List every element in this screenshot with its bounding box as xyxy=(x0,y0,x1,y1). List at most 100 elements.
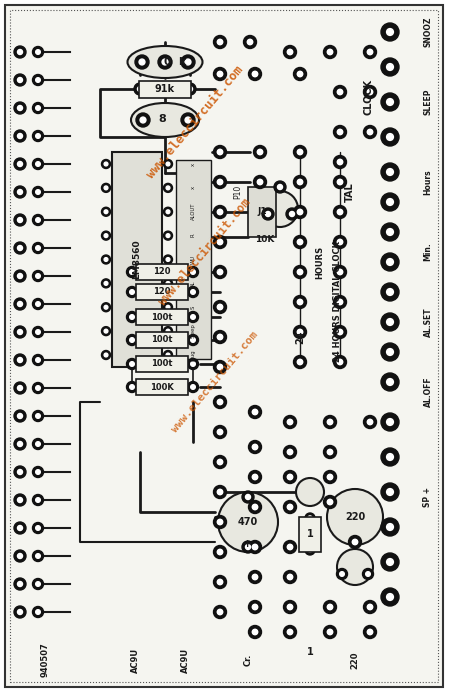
Circle shape xyxy=(287,49,293,55)
Text: 1: 1 xyxy=(306,529,313,539)
Circle shape xyxy=(381,163,399,181)
Circle shape xyxy=(286,208,298,220)
Circle shape xyxy=(252,574,258,580)
Circle shape xyxy=(163,255,172,264)
Text: R: R xyxy=(190,234,195,237)
Circle shape xyxy=(252,629,258,635)
Circle shape xyxy=(32,495,44,505)
Circle shape xyxy=(248,406,261,419)
Circle shape xyxy=(293,206,306,219)
Circle shape xyxy=(381,518,399,536)
Text: S: S xyxy=(190,306,195,309)
Circle shape xyxy=(217,334,223,340)
Circle shape xyxy=(381,313,399,331)
Circle shape xyxy=(32,242,44,253)
Circle shape xyxy=(32,271,44,282)
Circle shape xyxy=(364,86,377,98)
Circle shape xyxy=(213,266,226,278)
Circle shape xyxy=(297,239,303,245)
Circle shape xyxy=(217,609,223,614)
Circle shape xyxy=(18,50,22,55)
Circle shape xyxy=(191,270,195,274)
Circle shape xyxy=(305,513,315,523)
Circle shape xyxy=(32,46,44,57)
Circle shape xyxy=(287,629,293,635)
Circle shape xyxy=(252,444,258,450)
Circle shape xyxy=(217,429,223,435)
Circle shape xyxy=(337,569,347,579)
Bar xyxy=(299,516,321,552)
Circle shape xyxy=(32,298,44,309)
Circle shape xyxy=(188,334,198,345)
Circle shape xyxy=(32,383,44,394)
Circle shape xyxy=(130,270,134,274)
Text: x: x xyxy=(190,186,195,190)
Circle shape xyxy=(14,494,26,506)
Circle shape xyxy=(278,185,283,190)
Circle shape xyxy=(18,385,22,390)
Circle shape xyxy=(252,504,258,510)
Text: AL.SET: AL.SET xyxy=(423,307,432,337)
Circle shape xyxy=(188,311,198,322)
Text: www.eleccircuit.com: www.eleccircuit.com xyxy=(170,329,260,435)
Circle shape xyxy=(284,471,297,484)
Circle shape xyxy=(287,419,293,425)
Circle shape xyxy=(126,266,138,277)
Circle shape xyxy=(333,356,346,369)
Circle shape xyxy=(387,228,393,235)
Circle shape xyxy=(36,218,40,222)
Circle shape xyxy=(218,492,278,552)
Circle shape xyxy=(213,235,226,248)
Bar xyxy=(136,356,188,372)
Circle shape xyxy=(32,522,44,534)
Circle shape xyxy=(166,282,170,285)
Circle shape xyxy=(337,299,343,304)
Text: 470: 470 xyxy=(238,517,258,527)
Circle shape xyxy=(213,396,226,408)
Circle shape xyxy=(284,446,297,459)
Circle shape xyxy=(166,329,170,333)
Circle shape xyxy=(287,449,293,455)
Circle shape xyxy=(102,255,111,264)
Circle shape xyxy=(163,303,172,312)
Circle shape xyxy=(297,269,303,275)
Circle shape xyxy=(217,364,223,370)
Circle shape xyxy=(14,130,26,142)
Circle shape xyxy=(36,134,40,138)
Circle shape xyxy=(364,415,377,428)
Circle shape xyxy=(32,606,44,617)
Circle shape xyxy=(337,179,343,185)
Text: www.eleccircuit.com: www.eleccircuit.com xyxy=(144,63,246,181)
Circle shape xyxy=(381,58,399,76)
Circle shape xyxy=(104,353,108,357)
Circle shape xyxy=(217,489,223,495)
Circle shape xyxy=(217,39,223,45)
Circle shape xyxy=(191,290,195,294)
Text: 1: 1 xyxy=(306,647,313,657)
Circle shape xyxy=(293,68,306,80)
Circle shape xyxy=(163,183,172,192)
Text: 0: 0 xyxy=(163,57,171,67)
Circle shape xyxy=(213,545,226,558)
Circle shape xyxy=(14,298,26,310)
Circle shape xyxy=(217,149,223,155)
Circle shape xyxy=(18,414,22,419)
Circle shape xyxy=(337,239,343,245)
Circle shape xyxy=(337,269,343,275)
Circle shape xyxy=(36,246,40,251)
Circle shape xyxy=(36,50,40,54)
Text: SNOOZ: SNOOZ xyxy=(423,17,432,47)
Circle shape xyxy=(308,516,312,520)
Circle shape xyxy=(14,74,26,86)
Circle shape xyxy=(324,446,337,459)
Circle shape xyxy=(36,106,40,110)
Text: 10K: 10K xyxy=(255,235,274,244)
Circle shape xyxy=(14,578,26,590)
Circle shape xyxy=(364,601,377,614)
Bar xyxy=(136,264,188,280)
Text: 220: 220 xyxy=(345,512,365,522)
Circle shape xyxy=(185,59,191,65)
Text: Min.: Min. xyxy=(423,243,432,262)
Circle shape xyxy=(18,441,22,446)
Circle shape xyxy=(14,242,26,254)
